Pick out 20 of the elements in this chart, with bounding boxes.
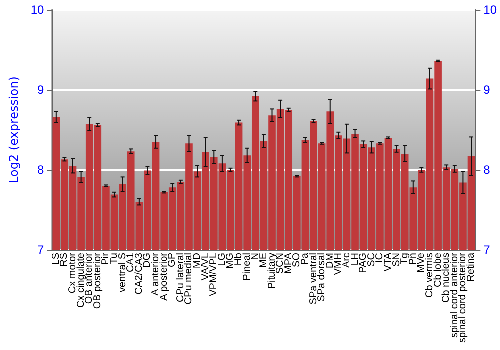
x-tick-label: RS [59, 252, 70, 267]
y2-tick-label: 7 [484, 243, 491, 257]
x-tick-label: Pituitary [266, 253, 278, 290]
x-tick-label: Retina [466, 252, 477, 282]
x-tick-label: Pa [300, 252, 311, 266]
x-tick-label: A posterior [158, 252, 170, 301]
x-tick-label: ME [258, 252, 270, 268]
y-tick-label: 8 [38, 163, 45, 177]
y-tick-label: 9 [38, 83, 45, 97]
x-tick-label: Tg [400, 253, 411, 265]
y2-tick-label: 10 [484, 3, 498, 17]
x-tick-label: Arc [341, 253, 352, 268]
y-tick-label: 7 [38, 243, 45, 257]
y-axis-title: Log2 (expression) [7, 76, 21, 184]
y2-tick-label: 9 [484, 83, 491, 97]
y2-tick-label: 8 [484, 163, 491, 177]
x-tick-label: OB posterior [92, 252, 104, 310]
x-tick-label: spinal cord posterior [458, 252, 469, 344]
y-tick-label: 10 [30, 3, 45, 17]
x-tick-label: VTA [382, 252, 394, 272]
